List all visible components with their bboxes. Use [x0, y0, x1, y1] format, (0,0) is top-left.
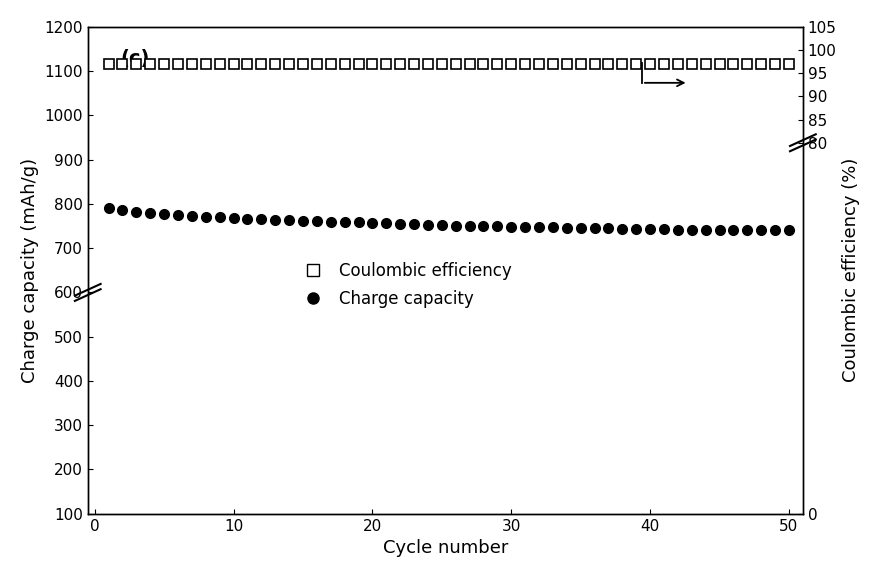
X-axis label: Cycle number: Cycle number [382, 539, 508, 557]
Y-axis label: Charge capacity (mAh/g): Charge capacity (mAh/g) [21, 158, 39, 383]
Y-axis label: Coulombic efficiency (%): Coulombic efficiency (%) [842, 158, 860, 383]
Text: (c): (c) [120, 49, 149, 68]
Legend: Coulombic efficiency, Charge capacity: Coulombic efficiency, Charge capacity [289, 255, 519, 314]
